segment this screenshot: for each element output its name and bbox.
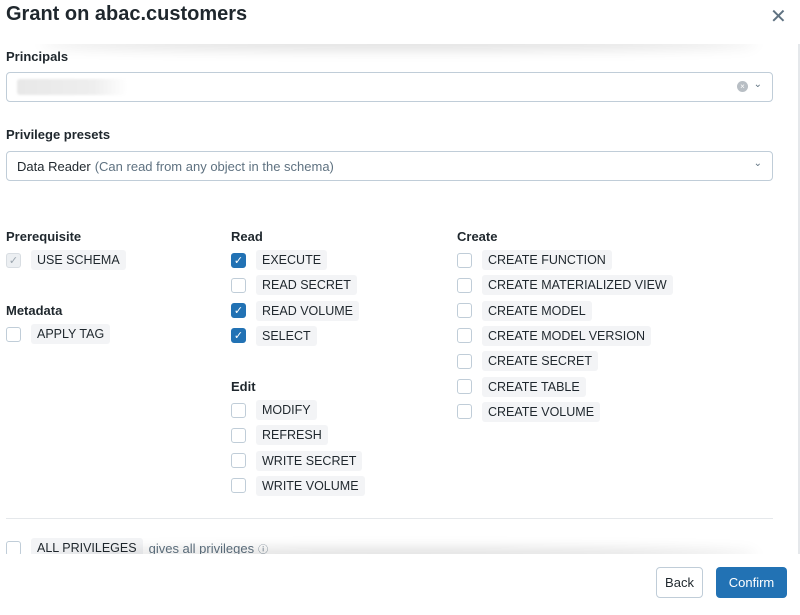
checkbox[interactable] xyxy=(457,303,472,319)
privilege-label: MODIFY xyxy=(256,400,317,420)
all-privileges-checkbox[interactable]: ALL PRIVILEGES gives all privileges ⓘ xyxy=(6,538,268,554)
privilege-create-volume[interactable]: CREATE VOLUME xyxy=(457,401,601,422)
privilege-label: EXECUTE xyxy=(256,250,328,270)
privilege-label: CREATE MODEL VERSION xyxy=(482,325,651,346)
privilege-label: READ SECRET xyxy=(256,275,357,296)
privilege-create-secret[interactable]: CREATE SECRET xyxy=(457,351,598,372)
privilege-label: WRITE SECRET xyxy=(256,450,363,471)
privilege-label: CREATE SECRET xyxy=(482,351,598,372)
dialog-body[interactable]: Principals × ⌄ Privilege presets Data Re… xyxy=(0,44,800,554)
principals-label: Principals xyxy=(6,49,69,64)
privilege-modify[interactable]: MODIFY xyxy=(231,400,317,420)
privilege-create-function[interactable]: CREATE FUNCTION xyxy=(457,250,612,270)
confirm-button[interactable]: Confirm xyxy=(716,567,787,598)
checkbox[interactable] xyxy=(231,277,246,293)
checkbox[interactable] xyxy=(457,277,472,293)
checkbox[interactable] xyxy=(6,540,21,554)
metadata-group-title: Metadata xyxy=(6,303,63,318)
all-privileges-description: gives all privileges xyxy=(148,540,255,555)
chevron-down-icon[interactable]: ⌄ xyxy=(753,79,762,90)
checkbox[interactable] xyxy=(457,328,472,344)
privilege-select[interactable]: ✓ SELECT xyxy=(231,325,317,346)
checkbox[interactable]: ✓ xyxy=(231,252,246,268)
checkbox[interactable] xyxy=(231,427,246,443)
checkbox[interactable] xyxy=(231,453,246,469)
privilege-read-volume[interactable]: ✓ READ VOLUME xyxy=(231,300,359,321)
checkbox[interactable] xyxy=(231,478,246,494)
privilege-execute[interactable]: ✓ EXECUTE xyxy=(231,250,328,270)
create-group-title: Create xyxy=(457,229,498,244)
privilege-apply-tag[interactable]: APPLY TAG xyxy=(6,324,111,344)
privilege-label: WRITE VOLUME xyxy=(256,475,365,496)
privilege-label: READ VOLUME xyxy=(256,300,359,321)
privilege-create-model[interactable]: CREATE MODEL xyxy=(457,300,592,321)
privilege-create-materialized-view[interactable]: CREATE MATERIALIZED VIEW xyxy=(457,275,673,296)
checkbox[interactable] xyxy=(457,404,472,420)
close-icon[interactable]: ✕ xyxy=(770,6,787,28)
privilege-label: CREATE TABLE xyxy=(482,376,586,397)
privilege-create-table[interactable]: CREATE TABLE xyxy=(457,376,586,397)
privilege-label: CREATE VOLUME xyxy=(482,401,601,422)
checkbox[interactable] xyxy=(457,379,472,394)
privilege-label: REFRESH xyxy=(256,425,328,446)
redacted-principal xyxy=(17,79,127,95)
privilege-create-model-version[interactable]: CREATE MODEL VERSION xyxy=(457,325,651,346)
privilege-label: USE SCHEMA xyxy=(31,250,126,270)
chevron-down-icon[interactable]: ⌄ xyxy=(753,158,762,169)
checkbox[interactable] xyxy=(231,402,246,418)
presets-label: Privilege presets xyxy=(6,127,111,142)
back-button[interactable]: Back xyxy=(656,567,703,598)
checkbox[interactable]: ✓ xyxy=(231,303,246,319)
privilege-label: SELECT xyxy=(256,325,317,346)
read-group-title: Read xyxy=(231,229,263,244)
preset-description: (Can read from any object in the schema) xyxy=(94,158,334,174)
all-privileges-label: ALL PRIVILEGES xyxy=(31,538,143,554)
clear-icon[interactable]: × xyxy=(737,81,748,92)
edit-group-title: Edit xyxy=(231,379,256,394)
privilege-label: CREATE MATERIALIZED VIEW xyxy=(482,275,673,296)
privilege-read-secret[interactable]: READ SECRET xyxy=(231,275,357,296)
divider xyxy=(6,518,773,519)
dialog-title: Grant on abac.customers xyxy=(6,3,248,25)
principals-select[interactable]: × ⌄ xyxy=(6,72,773,102)
checkbox[interactable] xyxy=(457,252,472,268)
checkbox: ✓ xyxy=(6,252,21,268)
presets-select[interactable]: Data Reader (Can read from any object in… xyxy=(6,151,773,181)
privilege-use-schema[interactable]: ✓ USE SCHEMA xyxy=(6,250,126,270)
checkbox[interactable] xyxy=(457,353,472,369)
privilege-refresh[interactable]: REFRESH xyxy=(231,425,328,446)
privilege-label: CREATE MODEL xyxy=(482,300,592,321)
checkbox[interactable] xyxy=(6,326,21,342)
privilege-write-volume[interactable]: WRITE VOLUME xyxy=(231,475,365,496)
privilege-label: APPLY TAG xyxy=(31,324,111,344)
privilege-label: CREATE FUNCTION xyxy=(482,250,612,270)
info-icon[interactable]: ⓘ xyxy=(258,544,269,555)
checkbox[interactable]: ✓ xyxy=(231,328,246,344)
prerequisite-group-title: Prerequisite xyxy=(6,229,82,244)
privilege-write-secret[interactable]: WRITE SECRET xyxy=(231,450,363,471)
preset-value: Data Reader xyxy=(17,158,91,174)
